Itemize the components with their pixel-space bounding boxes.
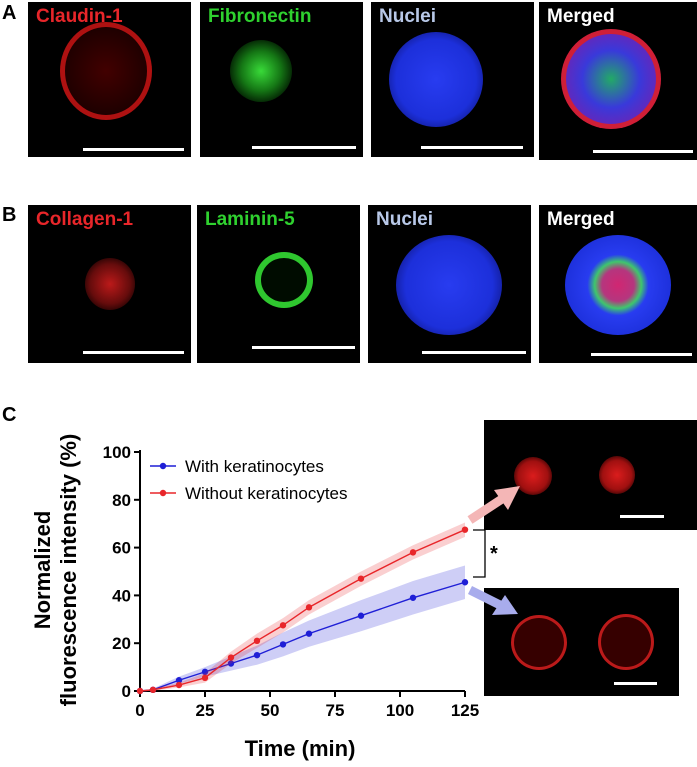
series-0-point	[357, 612, 365, 619]
series-1-point	[227, 654, 235, 661]
scale-bar	[620, 515, 664, 518]
series-1-point	[253, 637, 261, 645]
x-tick-label: 0	[135, 701, 144, 720]
legend-label: Without keratinocytes	[185, 484, 348, 503]
series-1-point	[136, 687, 144, 695]
series-1-point	[201, 674, 209, 682]
axes-group: 0 20 40 60 80 100 0 25 50 75 100 125	[103, 443, 480, 720]
merged-image: Merged	[539, 2, 697, 160]
scale-bar	[593, 150, 693, 153]
tile-label: Merged	[547, 209, 615, 230]
y-axis-title-line-1: Normalized	[30, 511, 55, 630]
panel-c-letter: C	[2, 404, 17, 426]
panel-a-letter: A	[2, 2, 17, 24]
inset-with-keratinocytes	[484, 588, 679, 696]
tile-label: Merged	[547, 6, 615, 27]
series-1-point	[175, 681, 183, 689]
nuclei-spheroid	[396, 235, 502, 335]
y-axis-title-line-2: fluorescence intensity (%)	[56, 434, 81, 707]
laminin-spheroid	[255, 252, 313, 308]
significance-star: *	[490, 543, 498, 565]
series-0-point	[253, 651, 261, 659]
panel-b-letter: B	[2, 204, 17, 226]
x-tick-label: 75	[326, 701, 345, 720]
spheroid-left	[511, 615, 567, 670]
series-0-band	[140, 565, 465, 691]
nuclei-spheroid	[389, 32, 483, 127]
series-0-point	[279, 641, 287, 648]
laminin-5-image: Laminin-5	[197, 205, 360, 363]
series-1-band	[140, 522, 465, 691]
series-1-point	[409, 549, 417, 556]
x-tick-label: 25	[196, 701, 215, 720]
series-0-point	[409, 594, 417, 601]
merged-spheroid	[561, 29, 661, 129]
series-0-point	[461, 579, 469, 586]
series-0-point	[305, 630, 313, 637]
scale-bar	[252, 146, 356, 149]
scale-bar	[422, 351, 526, 354]
tile-label: Nuclei	[376, 209, 434, 230]
series-0-point	[175, 677, 183, 684]
series-1-point	[279, 622, 287, 629]
spheroid-left	[514, 457, 552, 495]
collagen-1-image: Collagen-1	[28, 205, 191, 363]
x-tick-label: 50	[261, 701, 280, 720]
y-tick-label: 60	[112, 539, 131, 558]
fluorescence-chart: 0 20 40 60 80 100 0 25 50 75 100 125 With keratinoc…	[30, 434, 498, 761]
spheroid-right	[599, 456, 635, 494]
y-tick-label: 100	[103, 443, 131, 462]
fibronectin-image: Fibronectin	[200, 2, 363, 157]
y-tick-label: 80	[112, 491, 131, 510]
series-1-point	[305, 604, 313, 611]
claudin-1-image: Claudin-1	[28, 2, 191, 157]
scale-bar	[614, 682, 657, 685]
claudin-spheroid	[60, 22, 152, 120]
tile-label: Fibronectin	[208, 6, 312, 27]
y-tick-label: 20	[112, 634, 131, 653]
series-0-point	[227, 660, 235, 667]
series-1-point	[357, 575, 365, 582]
scale-bar	[421, 146, 523, 149]
tile-label: Nuclei	[379, 6, 437, 27]
x-tick-label: 125	[451, 701, 479, 720]
merged-image: Merged	[539, 205, 697, 363]
legend-marker	[159, 489, 167, 497]
tile-label: Claudin-1	[36, 6, 123, 27]
legend: With keratinocytes Without keratinocytes	[150, 457, 348, 503]
arrow-to-with-inset	[467, 585, 518, 615]
arrow-to-without-inset	[467, 486, 520, 524]
y-tick-label: 40	[112, 586, 131, 605]
legend-marker	[159, 462, 167, 470]
fibronectin-spheroid	[230, 40, 292, 102]
tile-label: Collagen-1	[36, 209, 134, 230]
series-1-point	[461, 526, 469, 533]
series-group	[136, 522, 469, 695]
scale-bar	[83, 351, 184, 354]
legend-label: With keratinocytes	[185, 457, 324, 476]
merged-spheroid	[565, 235, 671, 335]
tile-label: Laminin-5	[205, 209, 295, 230]
nuclei-image: Nuclei	[368, 205, 531, 363]
x-axis-title: Time (min)	[245, 736, 356, 761]
nuclei-image: Nuclei	[371, 2, 534, 157]
spheroid-right	[598, 614, 654, 670]
scale-bar	[252, 346, 355, 349]
collagen-spheroid	[85, 258, 135, 310]
y-tick-label: 0	[122, 682, 131, 701]
scale-bar	[591, 353, 692, 356]
inset-without-keratinocytes	[484, 420, 697, 530]
series-1-point	[149, 686, 157, 694]
scale-bar	[83, 148, 184, 151]
x-tick-label: 100	[386, 701, 414, 720]
series-0-point	[201, 668, 209, 676]
significance-bracket	[473, 529, 486, 578]
